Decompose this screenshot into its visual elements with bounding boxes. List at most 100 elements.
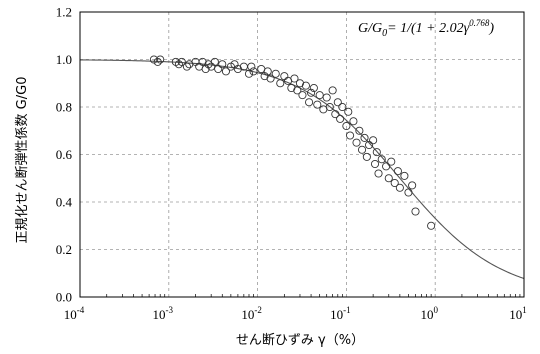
formula-lhs: G/G (358, 21, 382, 36)
data-point (344, 107, 353, 116)
data-point (393, 167, 402, 176)
x-tick-exponent: -4 (77, 305, 85, 315)
data-point (201, 64, 210, 74)
data-point (214, 64, 223, 74)
x-tick-label: 10-4 (64, 305, 85, 322)
data-point (309, 83, 318, 93)
x-tick-exponent: -2 (254, 305, 262, 315)
data-point (182, 62, 191, 71)
data-point (408, 181, 417, 190)
x-tick-base: 10 (64, 307, 77, 322)
data-point (290, 74, 299, 83)
data-point (377, 155, 386, 164)
formula-rhs-prefix: = 1/(1 + 2.02γ (387, 21, 469, 36)
plot-frame (79, 11, 525, 298)
data-point (372, 148, 381, 157)
data-point (266, 74, 275, 83)
data-point (395, 183, 404, 192)
x-tick-exponent: -1 (343, 305, 351, 315)
data-point (287, 83, 296, 93)
data-point (153, 57, 162, 66)
data-point (218, 60, 227, 69)
data-point (369, 136, 378, 145)
formula-rhs-exponent: 0.768 (469, 18, 490, 28)
data-point (174, 60, 183, 69)
data-point (336, 114, 345, 123)
data-point (276, 79, 285, 88)
y-tick-label: 1.0 (56, 52, 72, 67)
data-point (298, 91, 307, 100)
y-tick-label: 0.6 (56, 147, 73, 162)
x-tick-label: 10-2 (241, 305, 262, 322)
data-point (365, 140, 374, 150)
data-points (149, 55, 436, 230)
data-point (382, 162, 391, 171)
data-point (233, 64, 242, 74)
x-tick-base: 10 (509, 307, 522, 322)
data-point (370, 159, 380, 169)
data-point (305, 98, 314, 107)
data-point (387, 157, 396, 166)
data-point (360, 133, 369, 142)
data-point (357, 145, 367, 154)
y-tick-label: 0.2 (56, 242, 72, 257)
y-tick-label: 0.0 (56, 290, 72, 305)
data-point (384, 174, 393, 183)
data-point (352, 138, 361, 147)
data-point (342, 121, 351, 131)
x-tick-base: 10 (241, 307, 254, 322)
x-tick-base: 10 (330, 307, 343, 322)
x-tick-exponent: 1 (522, 305, 527, 315)
formula-rhs-suffix: ) (488, 21, 494, 36)
data-point (338, 102, 347, 112)
data-point (374, 169, 383, 178)
x-tick-exponent: 0 (433, 305, 438, 315)
data-point (177, 57, 186, 66)
data-point (307, 88, 316, 97)
x-tick-base: 10 (420, 307, 433, 322)
x-tick-labels: 10-4 10-3 10-2 10-1 100 101 (64, 305, 527, 322)
data-point (331, 110, 340, 119)
data-point (263, 67, 272, 76)
x-tick-label: 101 (509, 305, 527, 322)
y-tick-label: 0.8 (56, 100, 72, 115)
data-point (362, 152, 371, 161)
data-point (244, 69, 254, 78)
data-point (271, 69, 280, 78)
data-point (221, 67, 230, 76)
data-point (325, 102, 334, 112)
data-point (346, 131, 355, 140)
y-tick-label: 1.2 (56, 5, 72, 20)
data-point (247, 62, 256, 71)
x-tick-label: 10-1 (330, 305, 351, 322)
data-point (315, 91, 324, 100)
data-point (427, 221, 436, 230)
data-point (404, 188, 413, 197)
data-point (400, 171, 409, 180)
data-point (349, 117, 358, 126)
data-point (198, 57, 207, 66)
data-point (249, 67, 258, 76)
y-tick-label: 0.4 (56, 195, 73, 210)
y-tick-labels: 0.0 0.2 0.4 0.6 0.8 1.0 1.2 (56, 5, 73, 305)
x-tick-label: 10-3 (153, 305, 174, 322)
data-point (333, 98, 342, 107)
formula-lhs-subscript: 0 (382, 28, 387, 39)
data-point (355, 126, 364, 135)
data-point (293, 86, 302, 95)
data-point (390, 178, 399, 188)
x-axis-label: せん断ひずみ γ（%） (236, 333, 364, 348)
data-point (156, 55, 165, 64)
data-point (313, 100, 322, 109)
fit-formula-annotation: G/G0= 1/(1 + 2.02γ0.768) (358, 18, 494, 39)
data-point (322, 93, 331, 102)
data-point (295, 79, 305, 88)
y-axis-label: 正規化せん断弾性係数 G/G0 (15, 77, 30, 244)
data-point (328, 86, 337, 95)
data-point (210, 57, 219, 66)
x-tick-base: 10 (153, 307, 166, 322)
data-point (301, 81, 310, 90)
data-point (411, 207, 420, 216)
